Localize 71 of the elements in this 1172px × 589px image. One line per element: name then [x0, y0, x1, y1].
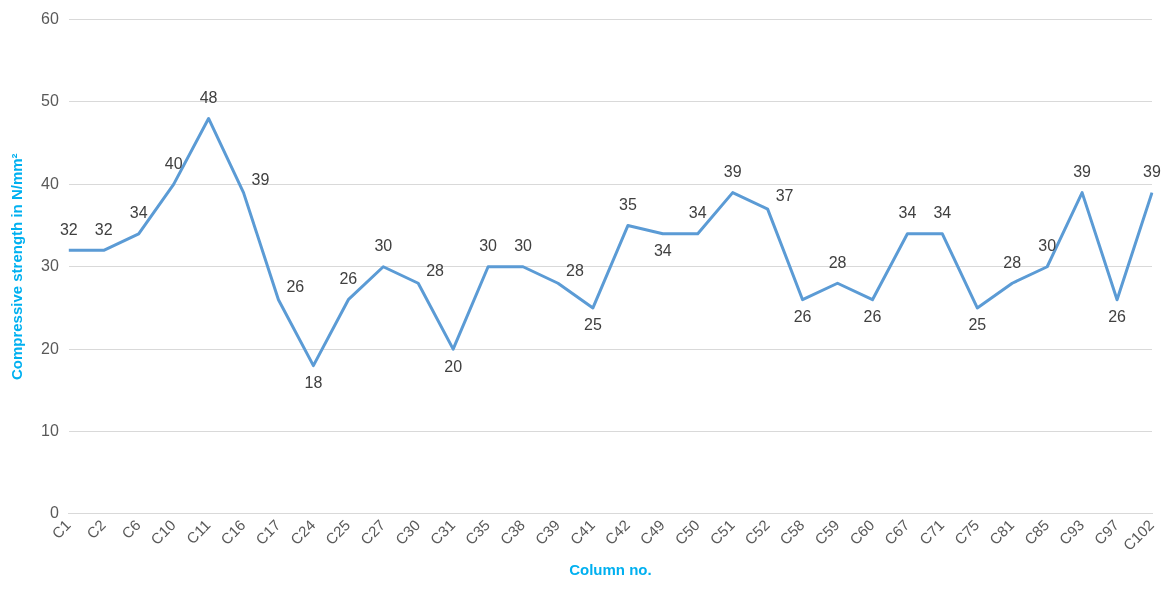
x-tick-label: C31 — [426, 516, 459, 548]
data-label: 26 — [286, 278, 305, 296]
x-tick-label: C51 — [706, 516, 738, 548]
data-label: 30 — [1038, 237, 1057, 255]
data-label: 34 — [933, 204, 952, 222]
x-tick-label: C71 — [915, 516, 948, 548]
x-tick-label: C67 — [880, 516, 913, 548]
data-label: 28 — [426, 261, 445, 279]
x-tick-label: C11 — [182, 516, 214, 547]
data-label: 34 — [653, 242, 672, 260]
x-tick-label: C24 — [286, 516, 319, 548]
y-tick-label: 60 — [41, 10, 59, 28]
x-tick-label: C49 — [636, 516, 668, 548]
data-label: 35 — [618, 195, 637, 213]
data-label: 39 — [1073, 163, 1092, 181]
data-label: 32 — [94, 220, 113, 238]
x-tick-label: C10 — [147, 516, 179, 548]
x-tick-label: C93 — [1055, 516, 1088, 548]
data-label: 18 — [304, 374, 323, 392]
data-label: 26 — [863, 308, 882, 326]
data-label: 26 — [339, 270, 358, 288]
x-tick-label: C39 — [531, 516, 564, 548]
data-label: 39 — [251, 171, 270, 189]
y-tick-label: 30 — [41, 257, 59, 275]
data-label: 28 — [565, 261, 584, 279]
y-tick-label: 50 — [41, 92, 59, 110]
y-tick-label: 40 — [41, 174, 59, 192]
data-label: 30 — [514, 237, 533, 255]
x-tick-label: C25 — [321, 516, 354, 548]
data-label: 34 — [129, 204, 148, 222]
y-tick-label: 20 — [41, 339, 59, 357]
y-axis-title: Compressive strength in N/mm² — [8, 153, 26, 381]
x-tick-label: C6 — [118, 516, 144, 542]
x-tick-label: C60 — [846, 516, 878, 548]
x-tick-label: C38 — [496, 516, 529, 548]
x-tick-label: C59 — [811, 516, 843, 548]
x-tick-label: C85 — [1020, 516, 1053, 548]
data-label: 39 — [1143, 163, 1161, 181]
x-tick-label: C41 — [566, 516, 598, 548]
x-tick-label: C50 — [671, 516, 703, 548]
data-label: 26 — [793, 308, 812, 326]
x-tick-label: C16 — [217, 516, 249, 548]
x-axis-title: Column no. — [569, 561, 652, 579]
data-label: 40 — [164, 154, 183, 172]
x-tick-label: C42 — [601, 516, 633, 548]
x-tick-label: C35 — [461, 516, 494, 548]
data-label: 28 — [828, 253, 847, 271]
x-tick-label: C97 — [1090, 516, 1123, 548]
x-tick-label: C81 — [985, 516, 1018, 548]
data-label: 39 — [723, 163, 742, 181]
x-tick-label: C30 — [391, 516, 424, 548]
x-tick-label: C58 — [776, 516, 808, 548]
y-tick-label: 0 — [49, 504, 59, 522]
data-label: 30 — [479, 237, 498, 255]
data-label: 48 — [199, 88, 218, 106]
data-label: 28 — [1003, 253, 1022, 271]
x-tick-label: C75 — [950, 516, 983, 548]
x-tick-label: C52 — [741, 516, 773, 548]
data-label: 34 — [688, 204, 707, 222]
x-tick-label: C17 — [252, 516, 284, 548]
data-label: 30 — [374, 237, 393, 255]
data-label: 34 — [898, 204, 917, 222]
data-label: 26 — [1108, 308, 1127, 326]
x-tick-label: C2 — [83, 516, 109, 542]
data-label: 32 — [59, 220, 78, 238]
data-label: 37 — [775, 187, 794, 205]
data-label: 25 — [584, 316, 602, 334]
data-label: 25 — [968, 316, 987, 334]
y-tick-label: 10 — [41, 421, 59, 439]
x-tick-label: C27 — [356, 516, 389, 548]
data-label: 20 — [444, 357, 463, 375]
